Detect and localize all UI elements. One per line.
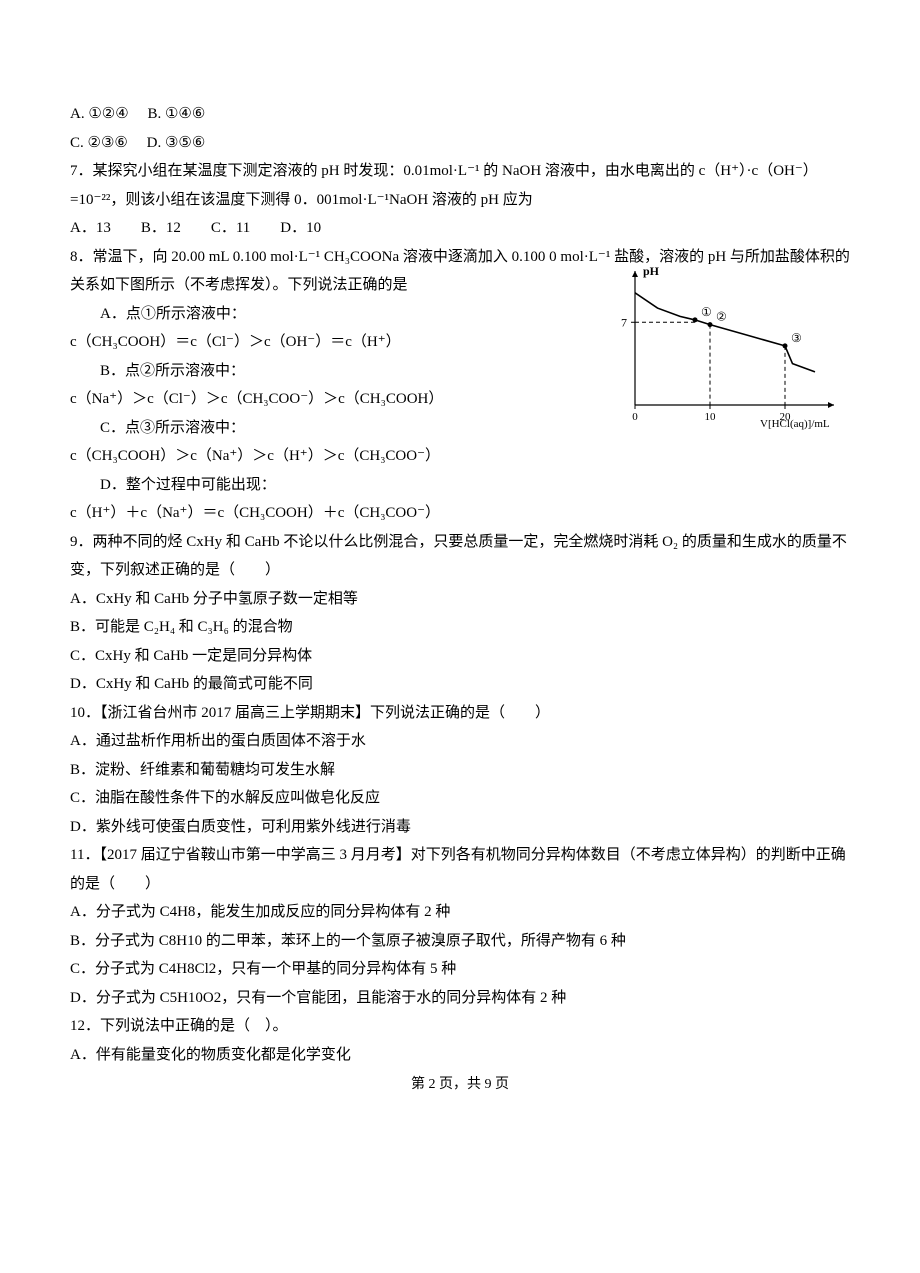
svg-text:V[HCl(aq)]/mL: V[HCl(aq)]/mL (760, 418, 830, 430)
q7-options: A．13 B．12 C．11 D．10 (70, 214, 850, 243)
q11-stem: 11．【2017 届辽宁省鞍山市第一中学高三 3 月月考】对下列各有机物同分异构… (70, 841, 850, 898)
svg-text:10: 10 (705, 411, 717, 423)
q9-stem: 9．两种不同的烃 CxHy 和 CaHb 不论以什么比例混合，只要总质量一定，完… (70, 528, 850, 585)
q8-d-expr: c（H⁺）＋c（Na⁺）＝c（CH₃COOH）＋c（CH₃COO⁻） (70, 499, 850, 528)
q10-c: C．油脂在酸性条件下的水解反应叫做皂化反应 (70, 784, 850, 813)
q6-opt-c: C. ②③⑥ (70, 135, 128, 151)
q6-opt-d: D. ③⑤⑥ (147, 135, 206, 151)
q9-d: D．CxHy 和 CaHb 的最简式可能不同 (70, 670, 850, 699)
q10-b: B．淀粉、纤维素和葡萄糖均可发生水解 (70, 756, 850, 785)
q11-b: B．分子式为 C8H10 的二甲苯，苯环上的一个氢原子被溴原子取代，所得产物有 … (70, 927, 850, 956)
q12-a: A．伴有能量变化的物质变化都是化学变化 (70, 1041, 850, 1070)
q10-a: A．通过盐析作用析出的蛋白质固体不溶于水 (70, 727, 850, 756)
q6-opt-a: A. ①②④ (70, 106, 129, 122)
q10-d: D．紫外线可使蛋白质变性，可利用紫外线进行消毒 (70, 813, 850, 842)
q6-options-row2: C. ②③⑥ D. ③⑤⑥ (70, 129, 850, 158)
svg-text:②: ② (716, 309, 727, 323)
q9-c: C．CxHy 和 CaHb 一定是同分异构体 (70, 642, 850, 671)
q6-options-row1: A. ①②④ B. ①④⑥ (70, 100, 850, 129)
q11-c: C．分子式为 C4H8Cl2，只有一个甲基的同分异构体有 5 种 (70, 955, 850, 984)
q6-opt-b: B. ①④⑥ (147, 106, 205, 122)
q10-stem: 10．【浙江省台州市 2017 届高三上学期期末】下列说法正确的是（ ） (70, 699, 850, 728)
q9-a: A．CxHy 和 CaHb 分子中氢原子数一定相等 (70, 585, 850, 614)
q7-stem: 7．某探究小组在某温度下测定溶液的 pH 时发现：0.01mol·L⁻¹ 的 N… (70, 157, 850, 214)
q9-b: B．可能是 C₂H₄ 和 C₃H₆ 的混合物 (70, 613, 850, 642)
svg-text:7: 7 (621, 315, 627, 329)
q8-block: 8．常温下，向 20.00 mL 0.100 mol·L⁻¹ CH₃COONa … (70, 243, 850, 528)
svg-text:①: ① (701, 304, 712, 318)
q11-d: D．分子式为 C5H10O2，只有一个官能团，且能溶于水的同分异构体有 2 种 (70, 984, 850, 1013)
page-footer: 第 2 页，共 9 页 (0, 1072, 920, 1099)
svg-text:pH: pH (643, 264, 660, 278)
q8-c-expr: c（CH₃COOH）＞c（Na⁺）＞c（H⁺）＞c（CH₃COO⁻） (70, 442, 850, 471)
q12-stem: 12．下列说法中正确的是（ ）。 (70, 1012, 850, 1041)
q8-chart: pH V[HCl(aq)]/mL 7 0 10 20 ①② ③ (600, 263, 840, 433)
q11-a: A．分子式为 C4H8，能发生加成反应的同分异构体有 2 种 (70, 898, 850, 927)
svg-text:0: 0 (632, 411, 638, 423)
svg-text:20: 20 (780, 411, 792, 423)
svg-text:③: ③ (791, 330, 802, 344)
q8-d-label: D．整个过程中可能出现： (70, 471, 850, 500)
